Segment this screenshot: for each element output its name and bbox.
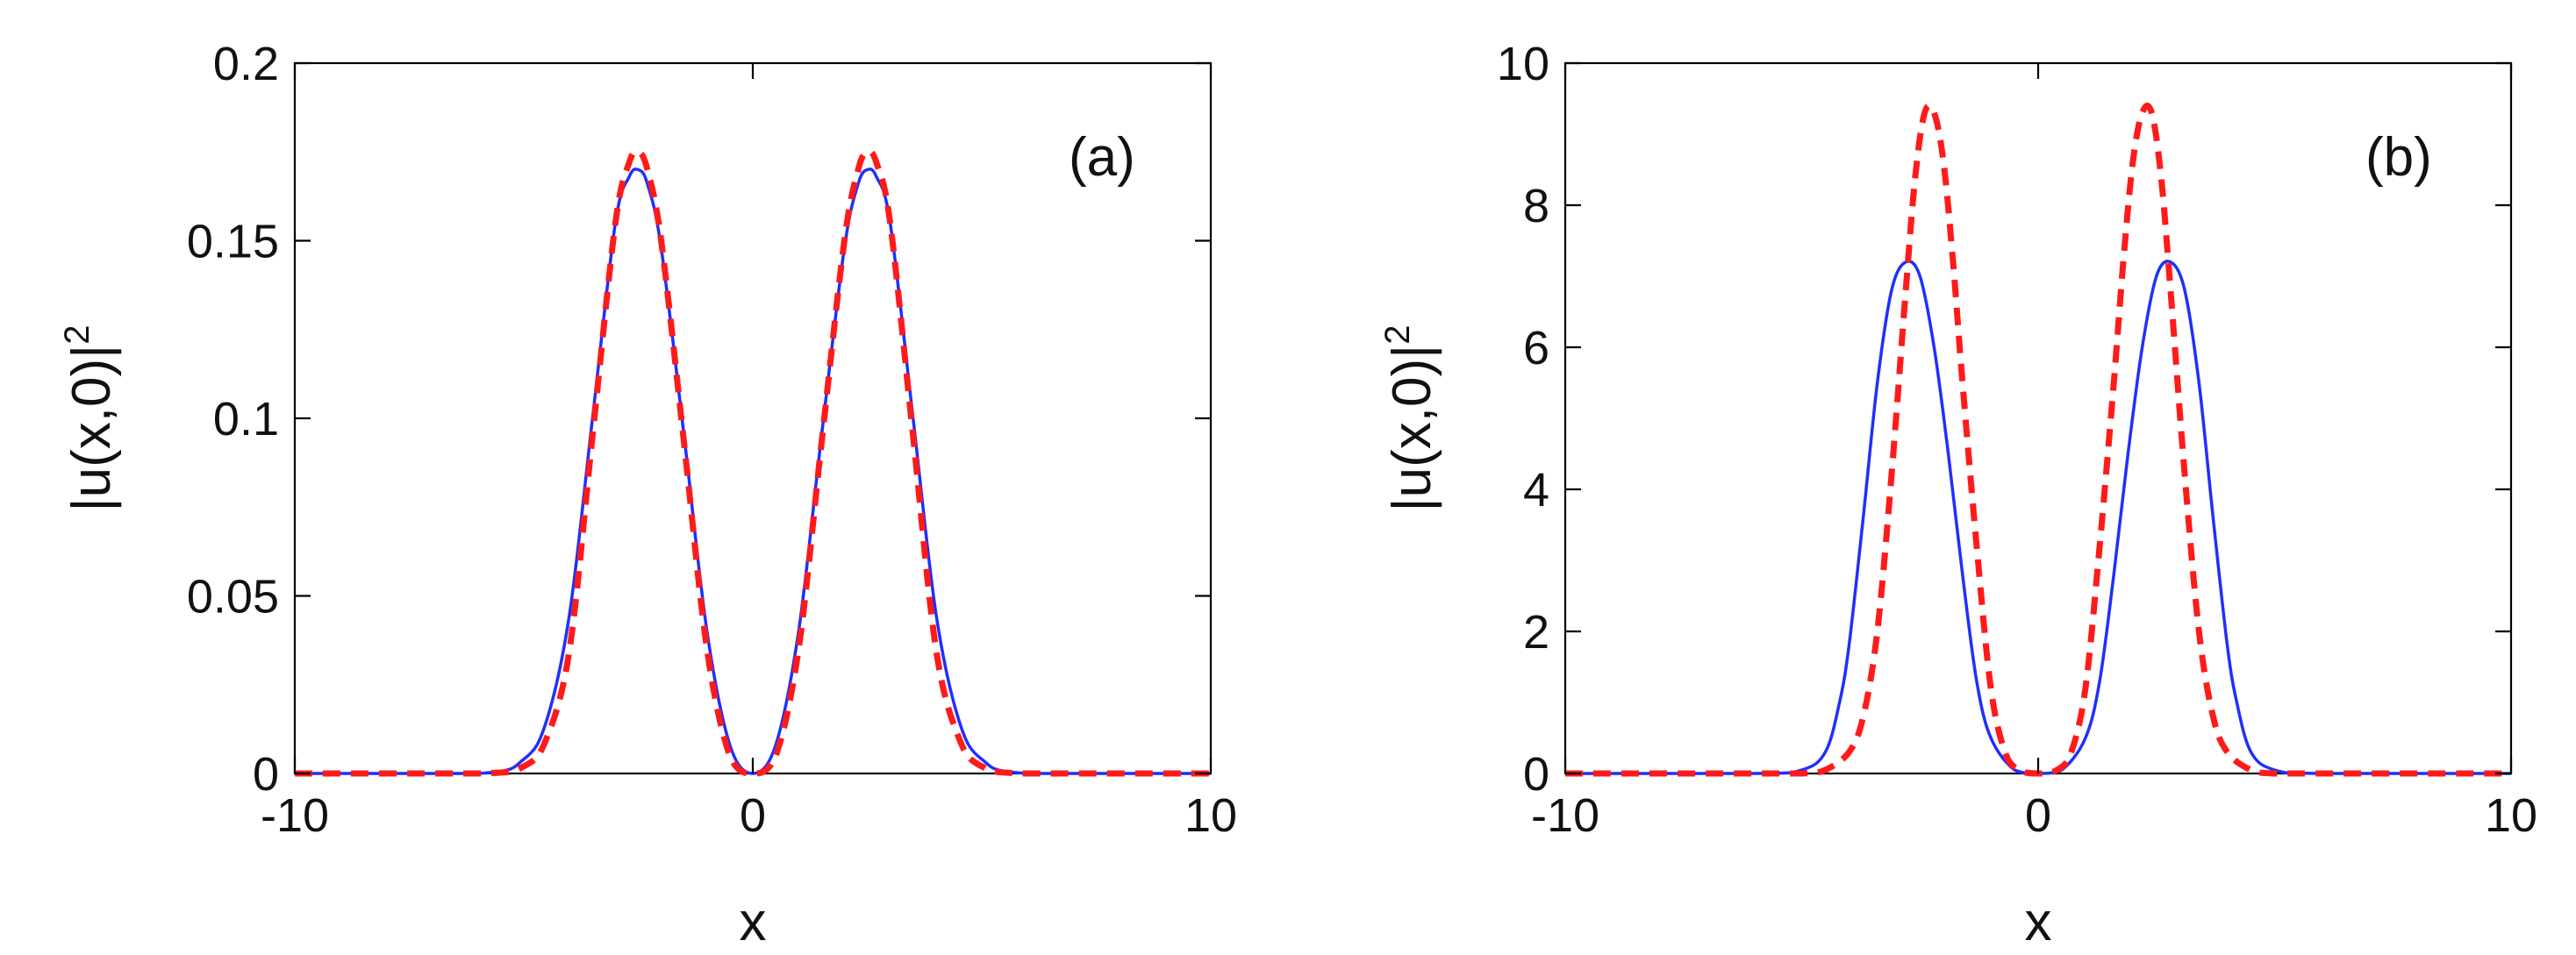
panel-a-y-axis-label-sup: 2: [58, 325, 97, 345]
panel-b-y-tick-label: 6: [1523, 322, 1549, 374]
panel-b-series-dashed-red: [1565, 103, 2511, 777]
panel-b-y-axis-label: |u(x,0)|2: [1378, 325, 1442, 512]
panel-b-label: (b): [2365, 127, 2432, 188]
panel-a-x-tick-label: 10: [1184, 789, 1237, 842]
panel-b-y-tick-label: 8: [1523, 180, 1549, 232]
panel-b-x-tick-label: -10: [1531, 789, 1599, 842]
panel-b-x-tick-label: 10: [2485, 789, 2537, 842]
panel-a-y-axis-label-main: |u(x,0)|: [61, 345, 122, 512]
panel-a-y-tick-label: 0.05: [187, 571, 279, 624]
panel-b-curves: [1565, 103, 2511, 777]
panel-b-series-solid-blue: [1565, 260, 2511, 775]
panel-b-y-tick-label: 0: [1523, 748, 1549, 801]
panel-a-x-tick-label: 0: [740, 789, 766, 842]
panel-a-x-axis-label: x: [740, 892, 767, 952]
panel-a-label: (a): [1069, 127, 1135, 188]
panel-a-y-tick-label: 0: [253, 748, 279, 801]
panel-a-series-solid-blue: [295, 167, 1211, 775]
panel-a-series-dashed-red: [295, 148, 1211, 777]
panel-b-y-axis-label-main: |u(x,0)|: [1382, 345, 1442, 512]
panel-a-curves: [295, 148, 1211, 777]
panel-a-y-axis-label: |u(x,0)|2: [58, 325, 122, 512]
panel-a-y-tick-label: 0.1: [213, 393, 279, 445]
panel-a-y-tick-label: 0.2: [213, 38, 279, 90]
panel-b-x-axis-label: x: [2025, 892, 2052, 952]
panel-b-y-axis-label-sup: 2: [1378, 325, 1417, 345]
panel-b-y-tick-label: 10: [1497, 38, 1549, 90]
panel-b-x-tick-label: 0: [2025, 789, 2051, 842]
panel-a-y-tick-label: 0.15: [187, 216, 279, 268]
panel-b-y-tick-label: 4: [1523, 464, 1549, 517]
panel-b-y-tick-label: 2: [1523, 606, 1549, 659]
panel-a-x-tick-label: -10: [261, 789, 329, 842]
